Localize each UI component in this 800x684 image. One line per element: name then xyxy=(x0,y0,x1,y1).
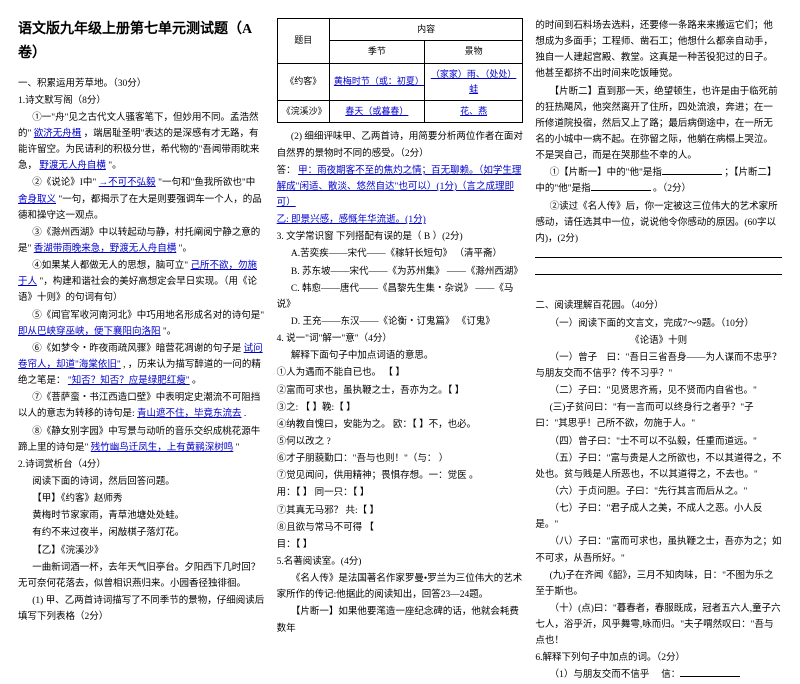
cell: 花、燕 xyxy=(424,101,523,123)
q2-header: 2.诗词赏析台（4分） xyxy=(18,457,265,473)
poem-a-title: 【甲】《约客》赵师秀 xyxy=(18,491,265,507)
section-1-header: 一、积累运用芳草地。（30分） xyxy=(18,76,265,92)
q4-c: ③之: 【 】鞔:【 】 xyxy=(277,400,524,416)
q2-sub1: (1) 甲、乙两首诗词描写了不同季节的景物，仔细阅读后填写下列表格（2分） xyxy=(18,593,265,625)
poem-table: 题目 内容 季节 景物 《约客》 黄梅时节（或：初夏） （家家）雨、（处处）蛙 … xyxy=(277,18,524,123)
table-row: 《约客》 黄梅时节（或：初夏） （家家）雨、（处处）蛙 xyxy=(277,63,523,101)
cell: 黄梅时节（或：初夏） xyxy=(329,63,424,101)
ly-1: （一）曾子 曰："吾日三省吾身——为人谋而不忠乎？与朋友交而不信乎？传不习乎？" xyxy=(535,350,782,382)
blank[interactable] xyxy=(591,181,651,191)
blank[interactable] xyxy=(662,165,722,175)
ly-4: （四）曾子曰："士不可以不弘毅，任重而道远。" xyxy=(535,434,782,450)
th-season: 季节 xyxy=(329,41,424,63)
table-row: 《浣溪沙》 春天（或暮春） 花、燕 xyxy=(277,101,523,123)
poem-a-l2: 有约不来过夜半，闲敲棋子落灯花。 xyxy=(18,525,265,541)
q4-b: ②富而可求也，虽执鞭之士，吾亦为之。【 】 xyxy=(277,383,524,399)
q5-sub2: ②读过《名人传》后，你一定被这三位伟大的艺术家所感动，请任选其中一位，说说他令你… xyxy=(535,199,782,247)
th-content: 内容 xyxy=(329,19,522,41)
doc-title: 语文版九年级上册第七单元测试题（A卷） xyxy=(18,18,265,66)
blank-lines xyxy=(535,248,782,264)
q4-k: 目：【 】 xyxy=(277,537,524,553)
q3-a: A.苦奕疾——宋代——《稼轩长短句》 （清平斋） xyxy=(277,246,524,262)
q2-sub2: (2) 细细评味甲、乙两首诗，用简要分析两位作者在面对自然界的景物时不同的感受。… xyxy=(277,129,524,161)
q4-a: ①人为遇而不能自已也。 【 】 xyxy=(277,365,524,381)
ly-10: （十）(点)曰："暮春者，春服既成，冠者五六人,童子六七人，浴乎沂，风乎舞雩,咏… xyxy=(535,601,782,649)
section-2: 二、阅读理解百花园。（40分） xyxy=(535,298,782,314)
ly-5: （五）子曰："富与贵是人之所欲也，不以其道得之，不处也。贫与贱是人所恶也，不以其… xyxy=(535,451,782,483)
q1-7: ⑦《菩萨蛮・书江西造口壁》中表明定史潮流不可阻挡以人的意志为转移的诗句是: 青山… xyxy=(18,390,265,422)
q2-intro: 阅读下面的诗词，然后回答问题。 xyxy=(18,474,265,490)
th-title: 题目 xyxy=(277,19,329,64)
q5-sub1: ①【片断一】中的"他"是指 ；【片断二】中的"他"是指 。（2分） xyxy=(535,165,782,197)
q1-header: 1.诗文默写阁（8分） xyxy=(18,93,265,109)
q4-g: ⑦觉见闻问，供用精神；畏惧存想。一：觉医 。 xyxy=(277,468,524,484)
poem-a-l1: 黄梅时节家家雨，青草池塘处处蛙。 xyxy=(18,508,265,524)
cell: 《浣溪沙》 xyxy=(277,101,329,123)
ly-7: （七）子曰："君子成人之美，不成人之恶。小人反是。" xyxy=(535,501,782,533)
q4-h: 用：【 】 同一只：【 】 xyxy=(277,485,524,501)
s2-sub1: （一）阅读下面的文言文，完成7～9题。（10分） xyxy=(535,316,782,332)
ly-8: （八）子曰："富而可求也，虽执鞭之士，吾亦为之；如不可求，从吾所好。" xyxy=(535,534,782,566)
table-row: 题目 内容 xyxy=(277,19,523,41)
poem-b-title: 【乙】《浣溪沙》 xyxy=(18,543,265,559)
cell: 春天（或暮春） xyxy=(329,101,424,123)
frag1-cont: 的时间到石料场去选料，还要修一条路来来搬运它们；他想成为多面手；工程师、凿石工；… xyxy=(535,18,782,83)
blank[interactable] xyxy=(680,667,740,677)
th-scenery: 景物 xyxy=(424,41,523,63)
q1-2: ②《说论》I中" →不可不弘毅 "一句和"鱼我所欲也"中 舍身取义 "一句，都揭… xyxy=(18,175,265,223)
q5: 5.名著阅读室。(4分) xyxy=(277,554,524,570)
q4: 4. 说一"词"解一"意"（4分） xyxy=(277,331,524,347)
q3-c: C. 韩愈——唐代——《昌黎先生集・杂说》 ——《马说》 xyxy=(277,281,524,313)
q6: 6.解释下列句子中加点的词。（2分） xyxy=(535,650,782,666)
q5-frag1: 【片断一】如果他要滗造一座纪念碑的话，他就会耗费数年 xyxy=(277,604,524,636)
cell: （家家）雨、（处处）蛙 xyxy=(424,63,523,101)
q4-d: ④纳教自愧曰，安能为之。 欧：【 】不，也必。 xyxy=(277,417,524,433)
q3-b: B. 苏东坡——宋代——《为苏州集》 ——《滁州西湖》 xyxy=(277,264,524,280)
q3: 3. 文学常识窗 下列搭配有误的是（ B ）(2分) xyxy=(277,229,524,245)
q1-4: ④如果某人都做无人的思想，脑可立" 己所不欲，勿施于人 "，构建和谐社会的美好高… xyxy=(18,258,265,306)
q1-8: ⑧《静女别字园》中写景与动听的音乐交织成桃花源牛蹄上里的诗句是" 残竹幽鸟迁凤生… xyxy=(18,424,265,456)
column-3: 的时间到石料场去选料，还要修一条路来来搬运它们；他想成为多面手；工程师、凿石工；… xyxy=(535,18,782,547)
column-1: 语文版九年级上册第七单元测试题（A卷） 一、积累运用芳草地。（30分） 1.诗文… xyxy=(18,18,265,547)
lunyu-title: 《论语》十则 xyxy=(535,333,782,349)
blank-lines2 xyxy=(535,265,782,281)
q2-ans: 答： 甲：雨夜期客不至的焦灼之情；百无聊赖。（如学生理解成"闲适、散淡、悠然自达… xyxy=(277,163,524,211)
q4-i: ⑦其真无马邪？ 共:【 】 xyxy=(277,503,524,519)
q2-ans-b: 乙: 即景兴感，感慨年华流逝。(1分) xyxy=(277,212,524,228)
q5-intro: 《名人传》是法国著名作家罗曼•罗兰为三位伟大的艺术家所作的传记:他据此的阅读知出… xyxy=(277,571,524,603)
ly-9: (九)子在齐闻《韶》，三月不知肉味，日："不图为乐之至于斯也。 xyxy=(535,568,782,600)
ly-6: （六）于贞问胆。子曰："先行其言而后从之。" xyxy=(535,484,782,500)
column-2: 题目 内容 季节 景物 《约客》 黄梅时节（或：初夏） （家家）雨、（处处）蛙 … xyxy=(277,18,524,547)
q6-1: （1）与朋友交而不信乎 信： xyxy=(535,667,782,683)
ly-3: (三)子贫问曰："有一言而可以终身行之者乎？"子曰："其思乎！己所不欲，勿施于人… xyxy=(535,400,782,432)
ly-2: （二）子曰："见贤思齐焉，见不贤而内自省也。" xyxy=(535,383,782,399)
cell: 《约客》 xyxy=(277,63,329,101)
q1-6: ⑥《如梦令・昨夜雨疏风骤》暗营花凋谢的句子是 试问卷帘人，却道"海棠依旧" , … xyxy=(18,341,265,389)
q4-j: ⑧且欲与常马不可得 【 xyxy=(277,520,524,536)
q1-5: ⑤《闻官军收河南河北》中巧用地名形成名对的诗句是" 即从巴峡穿巫峡，便下襄阳向洛… xyxy=(18,308,265,340)
q1-3: ③《滁州西湖》中以转起动与静，村托阐阅宁静之意的是" 香湖带雨晚来急，野渡无人舟… xyxy=(18,225,265,257)
q4-intro: 解释下面句子中加点词语的意思。 xyxy=(277,348,524,364)
frag2: 【片断二】直到那一天，绝望顿生，也许是由于临死前的狂热飓风，他突然离开了住所，四… xyxy=(535,84,782,165)
q4-e: ⑤何以改之 ? xyxy=(277,434,524,450)
q1-1: ①一"舟"见之古代文人骚客笔下，但妙用不同。孟浩然的" 欲济无舟楫 ，端居耻圣明… xyxy=(18,110,265,175)
q4-f: ⑥才子朋藐勤口："吾与也则！"（与： ） xyxy=(277,451,524,467)
q3-d: D. 王充——东汉——《论衡・订鬼篇》 《订鬼》 xyxy=(277,314,524,330)
